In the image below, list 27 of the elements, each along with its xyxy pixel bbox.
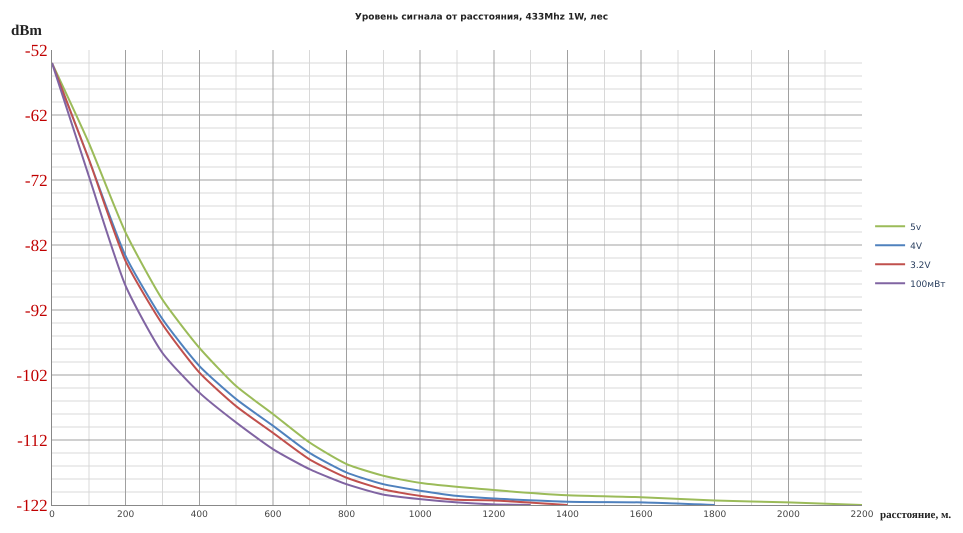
x-tick-label: 400 [190,510,208,520]
x-tick-label: 600 [264,510,282,520]
x-tick-label: 1400 [556,510,580,520]
y-tick-label: -92 [24,300,48,320]
y-tick-label: -72 [24,170,48,190]
y-tick-label: -52 [24,40,48,60]
y-tick-label: -62 [24,106,48,125]
y-tick-label: -82 [24,236,48,255]
chart-title: Уровень сигнала от расстояния, 433Mhz 1W, лес [354,12,608,23]
legend-label: 3.2V [910,260,932,271]
x-tick-label: 2200 [850,510,874,520]
x-tick-label: 800 [338,510,356,520]
x-tick-label: 0 [49,510,56,520]
x-tick-label: 1800 [703,510,726,520]
x-tick-label: 1600 [630,510,653,520]
y-tick-label: -122 [16,496,48,515]
y-tick-label: -102 [16,366,48,385]
y-axis-title: dBm [11,23,42,39]
legend-label: 100мВт [910,280,946,290]
x-tick-label: 1200 [482,510,506,520]
y-tick-label: -112 [17,430,48,450]
legend-label: 5v [910,222,922,233]
x-tick-label: 2000 [776,510,800,520]
x-tick-label: 200 [117,510,134,520]
x-axis-title: расстояние, м. [880,509,952,521]
x-tick-label: 1000 [408,510,432,520]
legend-label: 4V [910,242,923,252]
